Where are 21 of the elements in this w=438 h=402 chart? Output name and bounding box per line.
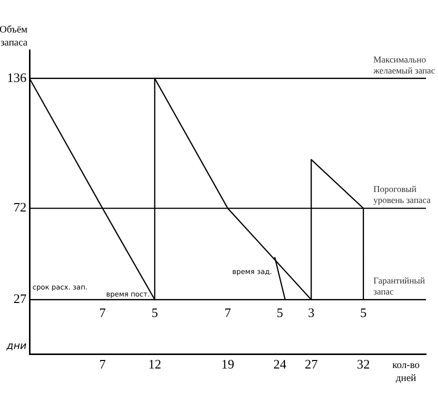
annotation: 3 — [308, 305, 314, 320]
y-tick-label: 27 — [14, 291, 27, 306]
x-tick-label: 12 — [148, 356, 162, 372]
x-tick-label: 24 — [273, 356, 287, 372]
x-axis-title: кол-во дней — [392, 360, 420, 384]
x-tick-label: 7 — [99, 356, 106, 372]
y-tick-label: 72 — [14, 200, 26, 215]
ref-line-label: Максимально желаемый запас — [372, 54, 436, 76]
y-tick-label: 136 — [7, 70, 27, 85]
x-tick-label: 32 — [356, 356, 370, 372]
annotation: 5 — [276, 305, 284, 320]
annotation: 7 — [99, 305, 106, 320]
y-axis-title: Объём запаса — [0, 24, 28, 49]
annotation: 5 — [360, 305, 367, 320]
ref-line-label: Пороговый уровень запаса — [373, 184, 431, 206]
annotation: 5 — [151, 305, 158, 320]
ref-line-label: Гарантийный запас — [373, 275, 426, 296]
x-tick-label: 27 — [304, 356, 318, 372]
annotation: 7 — [224, 305, 232, 320]
x-tick-label: 19 — [221, 356, 234, 372]
text: дни — [6, 340, 27, 352]
